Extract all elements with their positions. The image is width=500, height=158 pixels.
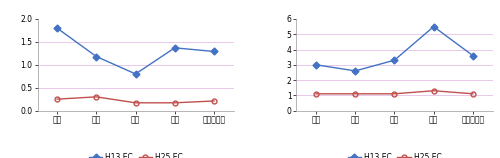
Legend: H13 EC, H25 EC: H13 EC, H25 EC (348, 153, 442, 158)
Legend: H13 EC, H25 EC: H13 EC, H25 EC (88, 153, 182, 158)
